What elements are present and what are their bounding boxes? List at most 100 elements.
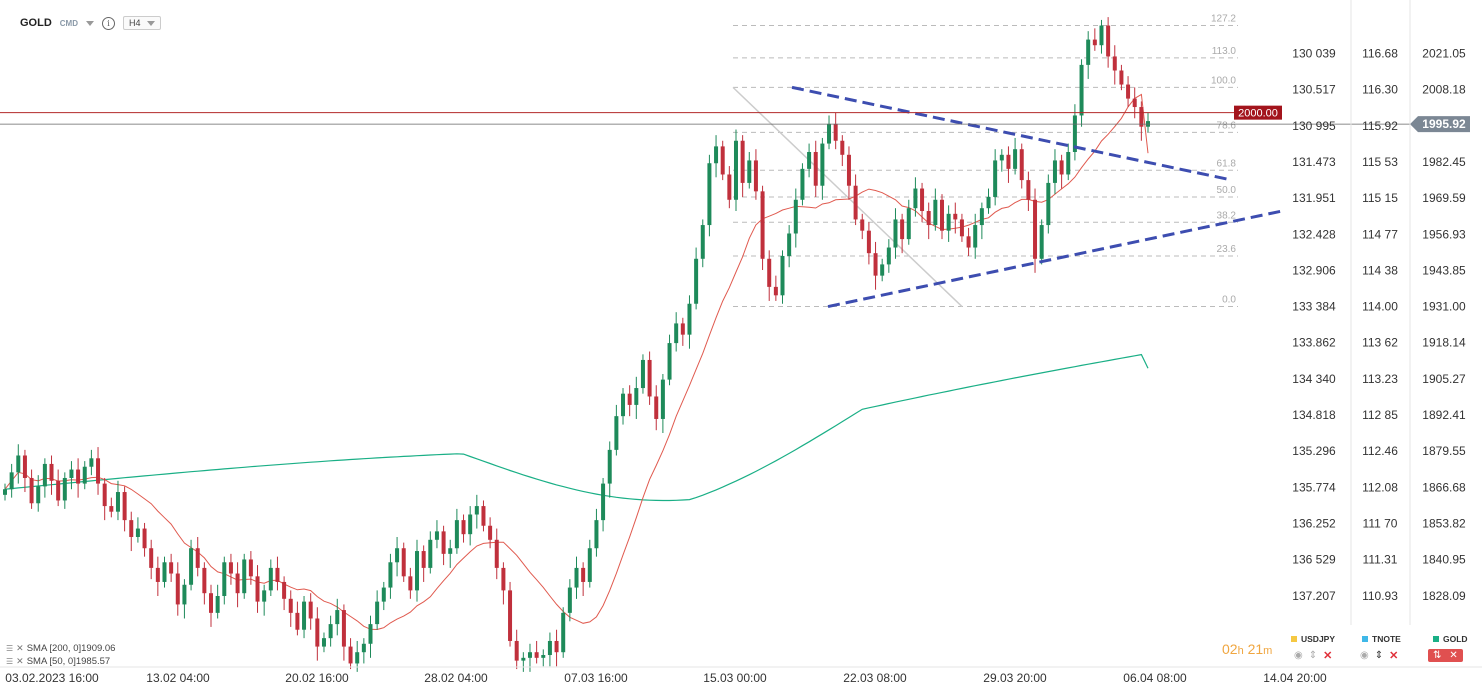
candle-body (361, 643, 366, 653)
candle-body (720, 146, 725, 175)
legend-sma-200[interactable]: ☰ ✕ SMA [200, 0] 1909.06 (6, 643, 115, 654)
close-icon[interactable]: ✕ (16, 643, 24, 653)
candle-body (341, 610, 346, 647)
axis-tick-label: 114 38 (1362, 263, 1398, 277)
candle-body (268, 567, 273, 591)
axis-tick-label: 131.473 (1292, 155, 1336, 169)
candle-body (966, 236, 971, 248)
candle-body (607, 449, 612, 484)
settings-icon[interactable]: ⇅ (1433, 650, 1442, 661)
candle-body (474, 506, 479, 515)
candle-body (381, 587, 386, 602)
candle-body (840, 140, 845, 155)
candle-body (714, 146, 719, 164)
eye-icon[interactable]: ◉ (1294, 650, 1303, 661)
candle-body (541, 655, 546, 658)
watchlist-gold[interactable]: GOLD (1433, 634, 1468, 644)
candle-body (368, 624, 373, 644)
candle-body (162, 562, 167, 582)
candle-body (1039, 225, 1044, 259)
fibonacci-retracement[interactable]: 127.2 113.0 100.0 78.6 61.8 50.0 38.2 23.6 0.0 (732, 14, 1238, 308)
axis-tick-label: 1879.55 (1422, 444, 1466, 458)
candle-body (926, 211, 931, 226)
candle-body (514, 640, 519, 661)
candle-body (860, 219, 865, 231)
candle-body (827, 123, 832, 144)
candle-body (986, 196, 991, 209)
candle-body (288, 598, 293, 613)
trendline-support (827, 209, 1283, 309)
candle-body (428, 539, 433, 568)
candle-body (461, 520, 466, 535)
candle-body (973, 225, 978, 248)
timer-m-unit: m (1263, 645, 1273, 657)
legend-sma-50[interactable]: ☰ ✕ SMA [50, 0] 1985.57 (6, 656, 110, 667)
candle-body (747, 160, 752, 183)
watchlist-tnote[interactable]: TNOTE (1362, 634, 1401, 644)
close-icon[interactable]: ✕ (1323, 650, 1333, 662)
candle-body (906, 208, 911, 240)
candle-body (348, 646, 353, 664)
candle-body (242, 559, 247, 594)
candle-body (660, 379, 665, 419)
candle-body (534, 652, 539, 658)
timeframe-select[interactable]: H4 (123, 16, 161, 30)
candle-body (76, 469, 81, 484)
symbol-name[interactable]: GOLD (20, 17, 52, 29)
instrument-type: CMD (59, 18, 78, 28)
chevron-down-icon[interactable] (86, 20, 94, 26)
candle-body (733, 140, 738, 200)
fib-level-label: 61.8 (1217, 158, 1237, 169)
axis-tick-label: 113 62 (1362, 336, 1398, 350)
price-level-lines[interactable]: 2000.00 1995.92 (0, 105, 1470, 133)
gold-actions[interactable]: ⇅ ✕ (1428, 649, 1463, 662)
candle-body (315, 618, 320, 647)
candle-body (853, 185, 858, 220)
candle-body (468, 514, 473, 535)
reorder-icon[interactable]: ⇕ (1308, 650, 1318, 661)
candle-body (1079, 64, 1084, 116)
candle-body (880, 264, 885, 276)
info-icon[interactable]: i (102, 16, 115, 30)
axis-tick-label: 1866.68 (1422, 480, 1466, 494)
candle-body (1013, 149, 1018, 169)
candle-body (521, 657, 526, 661)
candle-body (96, 458, 101, 484)
axis-tick-label: 1853.82 (1422, 516, 1466, 530)
trendline-drawings[interactable] (791, 85, 1283, 309)
candle-body (946, 213, 951, 231)
lines-icon[interactable]: ☰ (6, 644, 14, 653)
candle-body (69, 469, 74, 478)
candle-body (1099, 25, 1104, 46)
candle-body (56, 480, 61, 501)
candle-body (42, 463, 47, 487)
sma-200-path (4, 353, 1149, 502)
close-icon[interactable]: ✕ (1449, 650, 1458, 661)
candle-body (621, 393, 626, 417)
reorder-icon[interactable]: ⇕ (1374, 650, 1384, 661)
watchlist-usdjpy[interactable]: USDJPY (1291, 634, 1335, 644)
close-icon[interactable]: ✕ (16, 656, 24, 666)
close-icon[interactable]: ✕ (1389, 650, 1399, 662)
time-axis: 03.02.2023 16:00 13.02 04:00 20.02 16:00 28… (0, 666, 1482, 685)
candle-body (275, 567, 280, 582)
candle-body (135, 528, 140, 537)
fib-level-label: 78.6 (1217, 120, 1237, 131)
candle-body (302, 601, 307, 630)
candle-body (1112, 56, 1117, 71)
axis-tick-label: 133.862 (1292, 336, 1336, 350)
lines-icon[interactable]: ☰ (6, 657, 14, 666)
candle-body (1119, 70, 1124, 85)
candle-body (182, 584, 187, 605)
fib-level-label: 127.2 (1211, 14, 1236, 25)
candle-body (1006, 154, 1011, 169)
time-tick-label: 28.02 04:00 (424, 671, 488, 685)
eye-icon[interactable]: ◉ (1360, 650, 1369, 661)
candle-body (49, 463, 54, 481)
candle-body (800, 168, 805, 200)
candle-body (1026, 180, 1031, 200)
candle-body (321, 638, 326, 647)
candle-body (787, 233, 792, 256)
candle-body (767, 258, 772, 287)
